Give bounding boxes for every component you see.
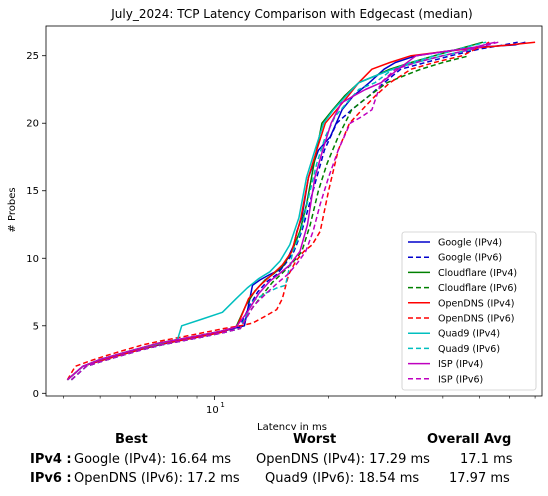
y-tick-label: 15 bbox=[26, 186, 39, 197]
legend-label: Quad9 (IPv6) bbox=[438, 344, 500, 355]
plot-frame bbox=[45, 25, 543, 397]
stats-worst-ipv4: OpenDNS (IPv4): 17.29 ms bbox=[256, 452, 430, 467]
stats-row-label-ipv6: IPv6 : bbox=[30, 471, 72, 486]
y-tick-label: 5 bbox=[33, 321, 39, 332]
stats-avg-ipv6: 17.97 ms bbox=[449, 471, 510, 486]
chart: July_2024: TCP Latency Comparison with E… bbox=[7, 7, 543, 430]
stats-best-ipv4: Google (IPv4): 16.64 ms bbox=[74, 452, 232, 467]
x-tick-exponent: 1 bbox=[220, 401, 224, 409]
legend-box bbox=[401, 231, 537, 391]
stats-table: Best Worst Overall Avg IPv4 : Google (IP… bbox=[0, 430, 548, 496]
y-tick-label: 20 bbox=[26, 119, 39, 130]
series-line-1 bbox=[70, 41, 518, 381]
legend: Google (IPv4) Google (IPv6) Cloudflare (IP… bbox=[401, 231, 537, 391]
y-axis-label: # Probes bbox=[7, 187, 18, 232]
chart-title: July_2024: TCP Latency Comparison with E… bbox=[110, 7, 472, 21]
legend-label: Cloudflare (IPv6) bbox=[438, 283, 517, 294]
legend-label: Quad9 (IPv4) bbox=[438, 329, 500, 340]
series-line-8 bbox=[66, 41, 496, 381]
legend-label: Cloudflare (IPv4) bbox=[438, 268, 517, 279]
legend-label: OpenDNS (IPv4) bbox=[438, 298, 514, 309]
series-line-5 bbox=[66, 41, 490, 381]
legend-label: OpenDNS (IPv6) bbox=[438, 314, 514, 325]
legend-label: Google (IPv6) bbox=[438, 253, 502, 264]
stats-row-label-ipv4: IPv4 : bbox=[30, 452, 72, 467]
legend-label: Google (IPv4) bbox=[438, 238, 502, 249]
stats-header-avg: Overall Avg bbox=[427, 432, 512, 447]
stats-best-ipv6: OpenDNS (IPv6): 17.2 ms bbox=[74, 471, 240, 486]
y-tick-label: 10 bbox=[26, 254, 39, 265]
y-tick-label: 0 bbox=[33, 389, 39, 400]
legend-label: ISP (IPv4) bbox=[438, 359, 483, 370]
legend-label: ISP (IPv6) bbox=[438, 374, 483, 385]
series-layer bbox=[66, 41, 536, 381]
y-tick-label: 25 bbox=[26, 51, 39, 62]
stats-header-best: Best bbox=[115, 432, 148, 447]
stats-avg-ipv4: 17.1 ms bbox=[460, 452, 513, 467]
x-tick-label: 10 bbox=[206, 405, 219, 416]
stats-header-worst: Worst bbox=[293, 432, 337, 447]
series-line-9 bbox=[70, 41, 499, 381]
x-axis-label: Latency in ms bbox=[257, 422, 327, 430]
series-line-4 bbox=[66, 41, 536, 381]
stats-worst-ipv6: Quad9 (IPv6): 18.54 ms bbox=[265, 471, 420, 486]
